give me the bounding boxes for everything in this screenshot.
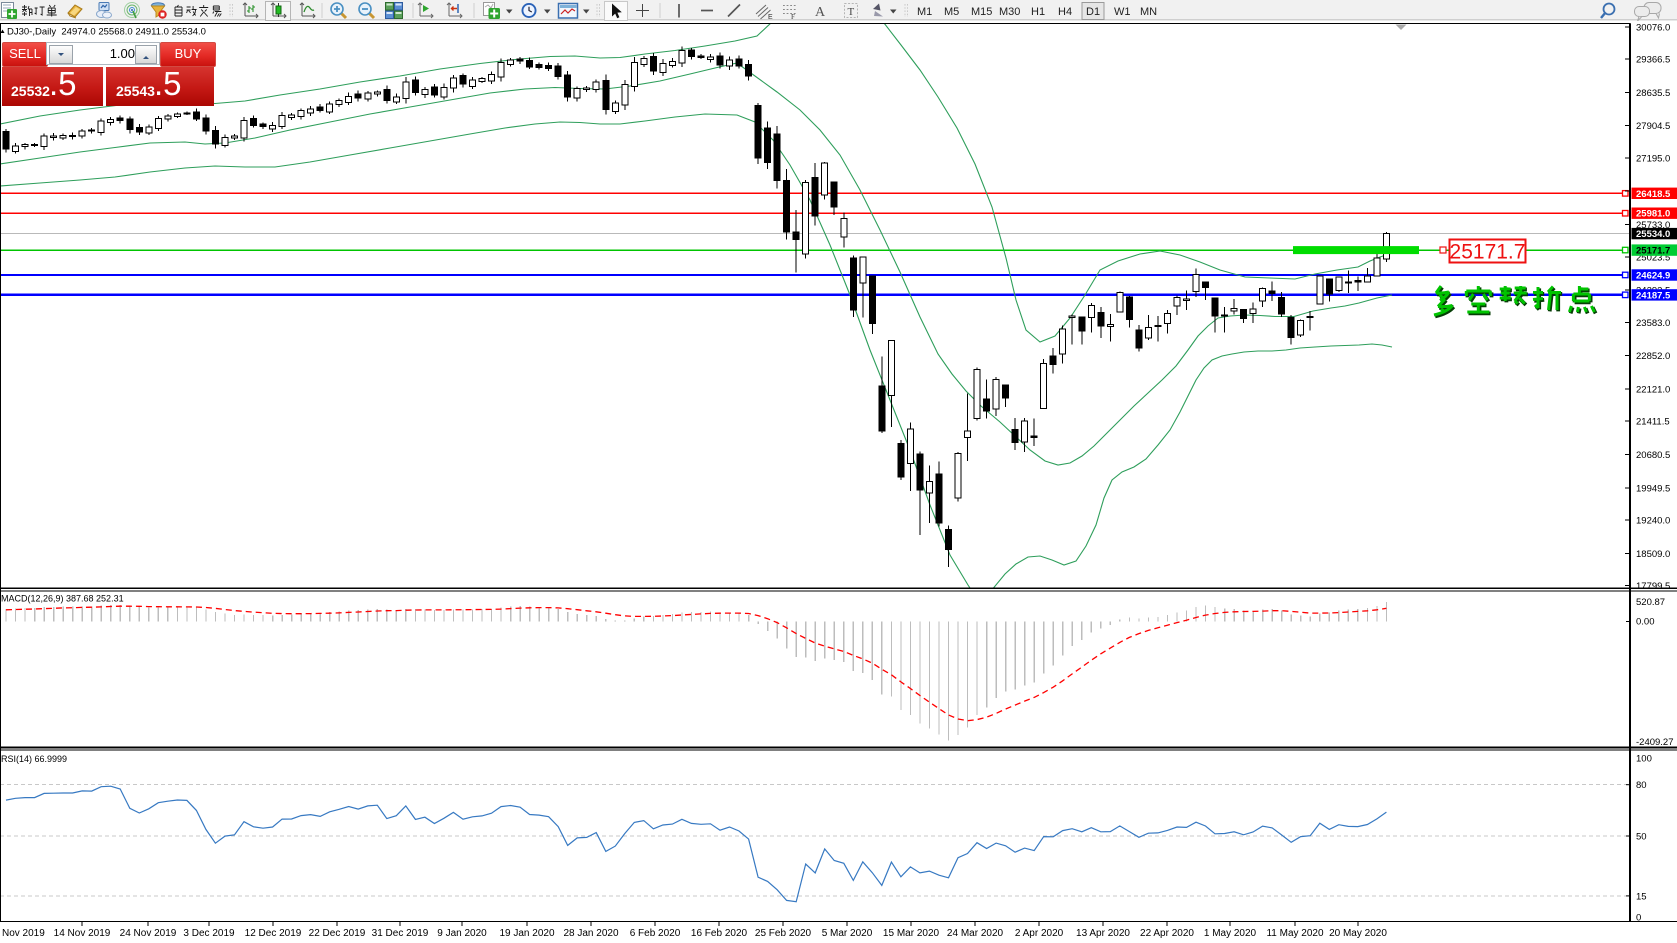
svg-text:19240.0: 19240.0 bbox=[1636, 516, 1670, 527]
svg-text:12 Dec 2019: 12 Dec 2019 bbox=[245, 928, 302, 939]
svg-text:22121.0: 22121.0 bbox=[1636, 384, 1670, 395]
svg-text:22 Dec 2019: 22 Dec 2019 bbox=[309, 928, 366, 939]
svg-text:1 May 2020: 1 May 2020 bbox=[1204, 928, 1257, 939]
svg-text:22852.0: 22852.0 bbox=[1636, 351, 1670, 362]
svg-text:2 Apr 2020: 2 Apr 2020 bbox=[1015, 928, 1064, 939]
svg-text:25981.0: 25981.0 bbox=[1636, 209, 1670, 220]
svg-text:-2409.27: -2409.27 bbox=[1636, 737, 1674, 748]
svg-text:25534.0: 25534.0 bbox=[1636, 229, 1670, 240]
svg-text:0: 0 bbox=[1636, 913, 1641, 924]
svg-text:19949.5: 19949.5 bbox=[1636, 483, 1670, 494]
svg-text:DJ30-,Daily 24974.0 25568.0 2: DJ30-,Daily 24974.0 25568.0 24911.0 2553… bbox=[7, 27, 206, 38]
svg-text:25 Feb 2020: 25 Feb 2020 bbox=[755, 928, 812, 939]
svg-text:13 Apr 2020: 13 Apr 2020 bbox=[1076, 928, 1130, 939]
svg-text:M15: M15 bbox=[971, 6, 992, 18]
svg-text:26418.5: 26418.5 bbox=[1636, 189, 1671, 200]
svg-text:50: 50 bbox=[1636, 832, 1647, 843]
svg-text:25733.0: 25733.0 bbox=[1636, 220, 1670, 231]
svg-text:RSI(14) 66.9999: RSI(14) 66.9999 bbox=[1, 754, 67, 764]
svg-text:0.00: 0.00 bbox=[1636, 617, 1655, 628]
svg-text:5 Mar 2020: 5 Mar 2020 bbox=[822, 928, 873, 939]
svg-text:19 Jan 2020: 19 Jan 2020 bbox=[499, 928, 554, 939]
svg-text:6 Feb 2020: 6 Feb 2020 bbox=[630, 928, 681, 939]
svg-text:14 Nov 2019: 14 Nov 2019 bbox=[54, 928, 111, 939]
svg-text:17799.5: 17799.5 bbox=[1636, 581, 1670, 592]
svg-text:Nov 2019: Nov 2019 bbox=[2, 928, 45, 939]
svg-text:F: F bbox=[791, 13, 795, 21]
svg-text:T: T bbox=[848, 6, 855, 18]
svg-text:H1: H1 bbox=[1031, 6, 1045, 18]
svg-text:A: A bbox=[815, 5, 826, 20]
svg-text:24 Nov 2019: 24 Nov 2019 bbox=[120, 928, 177, 939]
svg-text:28 Jan 2020: 28 Jan 2020 bbox=[563, 928, 618, 939]
svg-text:15: 15 bbox=[1636, 891, 1647, 902]
svg-text:520.87: 520.87 bbox=[1636, 597, 1665, 608]
svg-text:M1: M1 bbox=[917, 6, 932, 18]
svg-text:25171.7: 25171.7 bbox=[1636, 246, 1670, 257]
svg-text:80: 80 bbox=[1636, 780, 1647, 791]
svg-text:30076.0: 30076.0 bbox=[1636, 22, 1670, 33]
svg-text:28635.5: 28635.5 bbox=[1636, 88, 1670, 99]
svg-text:100: 100 bbox=[1636, 754, 1652, 765]
svg-text:H4: H4 bbox=[1058, 6, 1072, 18]
svg-text:9 Jan 2020: 9 Jan 2020 bbox=[437, 928, 487, 939]
svg-text:MACD(12,26,9) 387.68 252.31: MACD(12,26,9) 387.68 252.31 bbox=[1, 594, 124, 604]
svg-text:29366.5: 29366.5 bbox=[1636, 55, 1670, 66]
svg-text:20 May 2020: 20 May 2020 bbox=[1329, 928, 1387, 939]
svg-text:21411.5: 21411.5 bbox=[1636, 417, 1670, 428]
svg-text:3 Dec 2019: 3 Dec 2019 bbox=[183, 928, 235, 939]
svg-text:24624.9: 24624.9 bbox=[1636, 271, 1670, 282]
svg-text:E: E bbox=[768, 14, 773, 21]
svg-text:24 Mar 2020: 24 Mar 2020 bbox=[947, 928, 1004, 939]
svg-text:20680.5: 20680.5 bbox=[1636, 450, 1670, 461]
svg-text:MN: MN bbox=[1140, 6, 1157, 18]
svg-text:27195.0: 27195.0 bbox=[1636, 154, 1670, 165]
svg-text:16 Feb 2020: 16 Feb 2020 bbox=[691, 928, 748, 939]
svg-text:25171.7: 25171.7 bbox=[1450, 241, 1526, 264]
svg-text:31 Dec 2019: 31 Dec 2019 bbox=[372, 928, 429, 939]
svg-text:23583.0: 23583.0 bbox=[1636, 318, 1670, 329]
svg-text:D1: D1 bbox=[1086, 6, 1100, 18]
svg-text:15 Mar 2020: 15 Mar 2020 bbox=[883, 928, 940, 939]
svg-text:11 May 2020: 11 May 2020 bbox=[1266, 928, 1324, 939]
svg-text:22 Apr 2020: 22 Apr 2020 bbox=[1140, 928, 1194, 939]
svg-text:24187.5: 24187.5 bbox=[1636, 290, 1671, 301]
svg-text:18509.0: 18509.0 bbox=[1636, 549, 1670, 560]
svg-text:27904.5: 27904.5 bbox=[1636, 121, 1670, 132]
svg-text:M5: M5 bbox=[944, 6, 959, 18]
svg-text:25023.5: 25023.5 bbox=[1636, 252, 1670, 263]
svg-text:W1: W1 bbox=[1114, 6, 1131, 18]
svg-text:M30: M30 bbox=[999, 6, 1020, 18]
